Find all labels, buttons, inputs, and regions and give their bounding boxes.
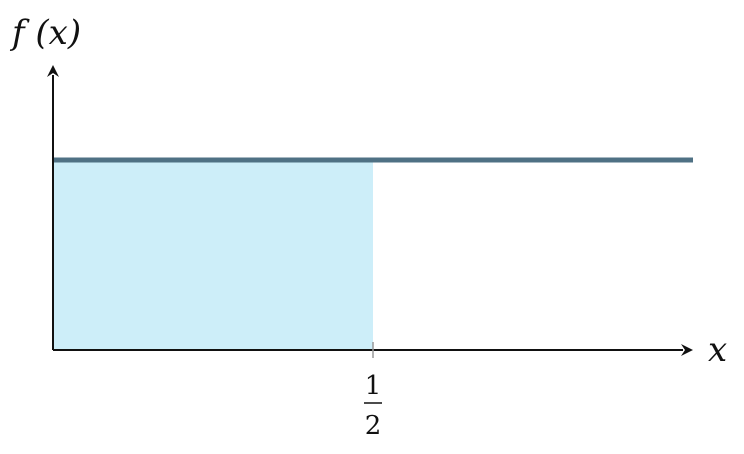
x-axis-label: x <box>708 330 727 370</box>
x-axis-arrowhead <box>681 344 693 356</box>
x-tick-label-numerator: 1 <box>365 371 382 401</box>
x-tick-label-denominator: 2 <box>365 411 382 441</box>
shaded-region <box>53 160 373 350</box>
y-axis-label: f (x) <box>9 13 81 53</box>
y-axis-arrowhead <box>47 65 59 77</box>
